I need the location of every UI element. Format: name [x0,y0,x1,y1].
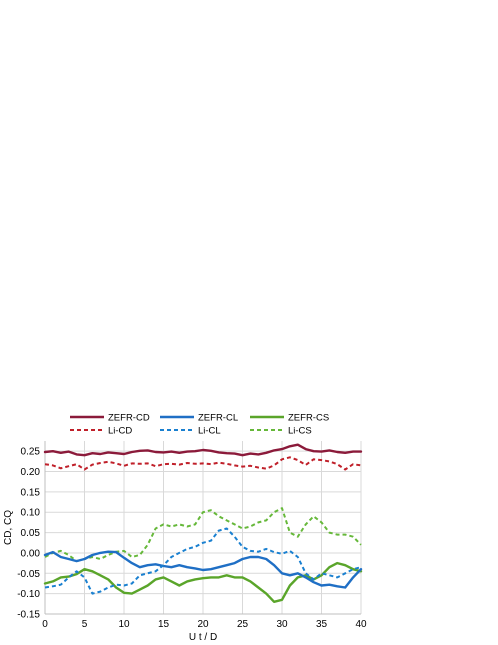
legend-item-zefr-cs: ZEFR-CS [250,413,329,424]
x-tick-label: 30 [276,619,288,630]
legend-item-li-cl: Li-CL [160,426,221,437]
series-line-li-cs [44,507,362,563]
x-tick-label: 0 [42,619,48,630]
y-axis-label: CD, CQ [3,510,14,545]
series-line-zefr-cs [43,561,363,603]
y-tick-label: 0.10 [21,508,41,519]
legend-item-li-cd: Li-CD [70,426,132,437]
x-tick-labels: 0 5 10 15 20 25 30 35 40 [42,619,367,630]
legend-label: Li-CS [288,426,312,437]
x-axis-label: U t / D [189,632,217,643]
x-tick-label: 35 [316,619,328,630]
y-tick-label: 0.05 [21,528,41,539]
y-tick-label: 0.00 [21,548,41,559]
x-tick-label: 25 [237,619,249,630]
legend-label: Li-CL [198,426,221,437]
y-tick-label: -0.05 [17,569,40,580]
series-line-zefr-cd [43,443,363,457]
y-tick-labels: 0.25 0.20 0.15 0.10 0.05 0.00 -0.05 -0.10 -0.15 [17,447,40,621]
legend-item-zefr-cd: ZEFR-CD [70,413,150,424]
series-line-li-cl [44,527,362,595]
legend-label: ZEFR-CL [198,413,238,424]
y-tick-label: -0.10 [17,589,40,600]
series-line-li-cd [44,456,362,471]
x-tick-label: 5 [82,619,88,630]
legend-label: ZEFR-CS [288,413,329,424]
legend-item-zefr-cl: ZEFR-CL [160,413,238,424]
series-line-zefr-cl [43,550,363,589]
x-tick-label: 20 [197,619,209,630]
y-tick-label: -0.15 [17,610,40,621]
y-tick-label: 0.25 [21,447,41,458]
legend: ZEFR-CD ZEFR-CL ZEFR-CS Li-CD Li-CL Li-CS [70,413,329,437]
legend-label: ZEFR-CD [108,413,150,424]
grid [44,441,362,615]
x-tick-label: 10 [118,619,130,630]
series-layer [43,443,363,603]
x-tick-label: 40 [355,619,367,630]
legend-item-li-cs: Li-CS [250,426,312,437]
plot-area [44,441,361,615]
legend-label: Li-CD [108,426,132,437]
y-tick-label: 0.20 [21,467,41,478]
y-tick-label: 0.15 [21,487,41,498]
x-tick-label: 15 [158,619,170,630]
